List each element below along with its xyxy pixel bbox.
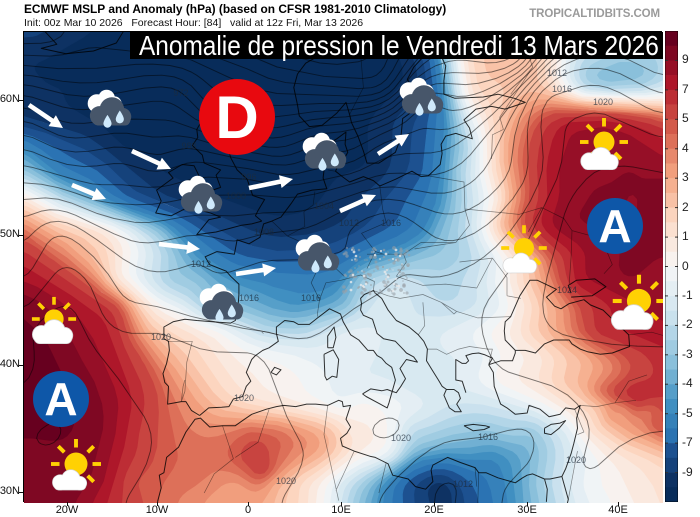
- svg-text:1016: 1016: [301, 293, 321, 303]
- svg-text:A: A: [44, 373, 77, 425]
- svg-text:A: A: [598, 200, 631, 252]
- svg-text:1016: 1016: [239, 293, 259, 303]
- svg-text:1012: 1012: [191, 259, 211, 269]
- svg-text:1008: 1008: [254, 227, 274, 237]
- svg-text:1004: 1004: [314, 201, 334, 211]
- svg-text:1024: 1024: [557, 285, 577, 295]
- svg-text:1020: 1020: [151, 332, 171, 342]
- svg-text:1020: 1020: [593, 97, 613, 107]
- svg-text:D: D: [215, 84, 258, 151]
- svg-text:1020: 1020: [234, 393, 254, 403]
- svg-text:1016: 1016: [478, 432, 498, 442]
- svg-text:1012: 1012: [453, 479, 473, 489]
- svg-text:996: 996: [241, 172, 256, 182]
- svg-text:1020: 1020: [276, 476, 296, 486]
- svg-text:972: 972: [173, 88, 188, 98]
- svg-text:1020: 1020: [391, 433, 411, 443]
- svg-text:1000: 1000: [226, 191, 246, 201]
- svg-text:1020: 1020: [566, 455, 586, 465]
- svg-text:1012: 1012: [547, 68, 567, 78]
- svg-text:1016: 1016: [552, 84, 572, 94]
- svg-text:1016: 1016: [381, 218, 401, 228]
- svg-text:1012: 1012: [339, 218, 359, 228]
- svg-text:988: 988: [181, 141, 196, 151]
